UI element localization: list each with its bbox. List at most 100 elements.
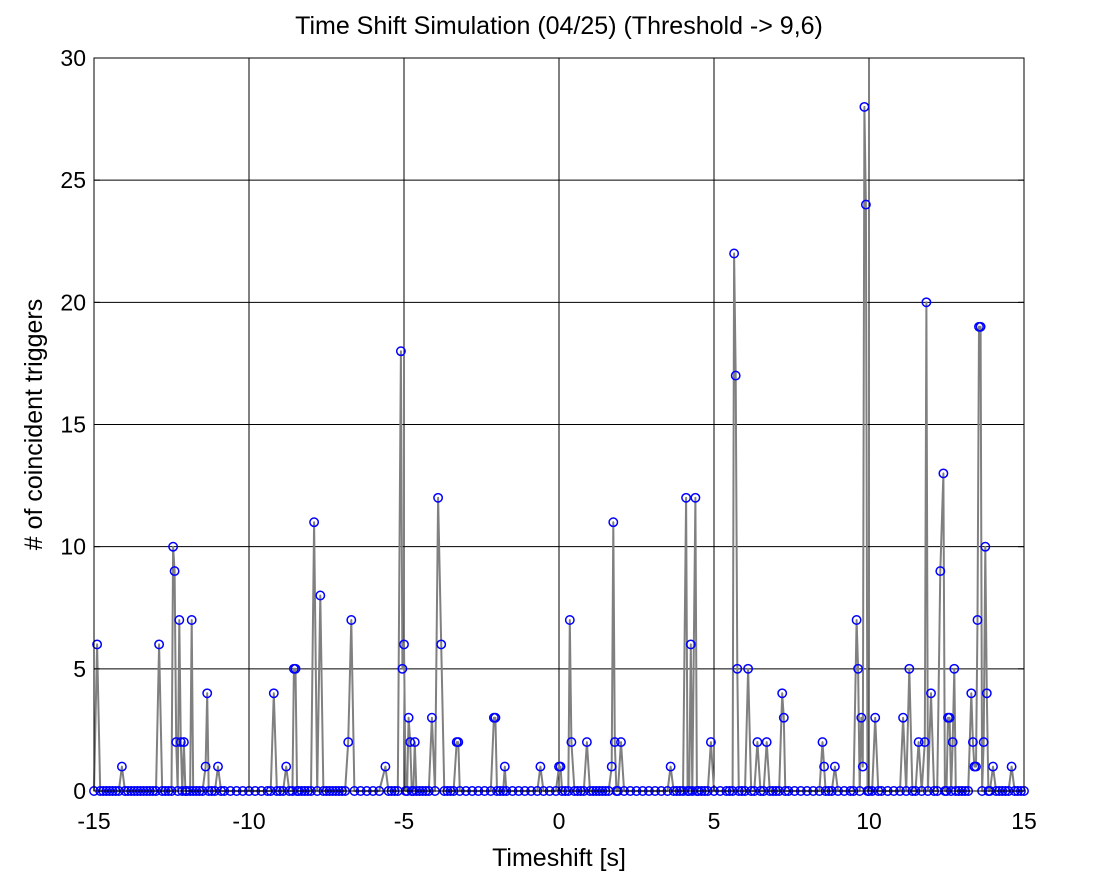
x-tick-label: 15 [1011,808,1037,834]
data-point-marker [168,541,179,552]
data-point-marker [202,688,213,699]
data-point-marker [919,737,930,748]
x-tick-label: -5 [394,808,414,834]
data-point-marker [535,761,546,772]
data-point-marker [975,321,986,332]
data-point-marker [174,615,185,625]
y-tick-label: 10 [60,534,86,560]
data-point-marker [988,761,998,772]
data-point-marker [972,615,983,625]
data-point-marker [186,615,197,625]
data-point-marker [860,199,871,210]
data-point-marker [175,737,186,748]
x-tick-label: 10 [856,808,882,834]
data-point-marker [564,615,575,625]
data-point-marker [944,712,955,723]
data-point-marker [829,761,840,772]
data-point-marker [178,737,189,748]
data-point-marker [857,761,868,772]
data-point-marker [730,370,741,381]
data-point-marker [581,737,592,748]
x-axis-title: Timeshift [s] [492,844,626,872]
data-point-marker [705,737,716,748]
data-point-marker [853,663,864,674]
data-point-marker [978,737,989,748]
data-point-marker [616,737,626,748]
data-point-marker [851,615,862,625]
data-point-marker [819,761,830,772]
x-tick-label: -15 [77,808,110,834]
data-point-marker [949,663,960,674]
y-axis-title: # of coincident triggers [20,299,48,551]
data-point-marker [980,541,991,552]
data-point-marker [315,590,326,601]
y-tick-label: 0 [73,778,86,804]
data-point-marker [213,761,223,772]
data-point-marker [169,566,180,577]
data-point-marker [346,615,357,625]
data-point-marker [566,737,577,748]
data-point-marker [913,737,924,748]
y-tick-label: 25 [60,167,86,193]
data-point-marker [409,737,420,748]
data-point-marker [268,688,279,699]
data-point-marker [397,663,408,674]
data-point-marker [904,663,915,674]
data-point-marker [608,517,619,528]
data-point-marker [971,761,981,772]
data-point-marker [606,761,617,772]
data-point-marker [870,712,881,723]
data-point-marker [436,639,447,650]
data-point-marker [859,101,870,112]
data-point-marker [609,737,620,748]
data-point-marker [690,492,701,503]
data-point-marker [743,663,754,674]
chart-title: Time Shift Simulation (04/25) (Threshold… [295,12,823,40]
data-point-marker [453,737,464,748]
data-point-marker [555,761,566,772]
data-point-marker [685,639,696,650]
data-point-marker [926,688,936,699]
data-point-marker [921,297,932,308]
x-tick-label: 5 [708,808,721,834]
y-tick-label: 5 [73,656,86,682]
data-point-marker [399,639,409,650]
data-point-marker [817,737,828,748]
data-point-marker [1006,761,1017,772]
data-point-marker [761,737,772,748]
data-point-marker [981,688,992,699]
x-tick-label: -10 [232,808,265,834]
data-point-marker [92,639,103,650]
y-tick-label: 20 [60,289,86,315]
data-point-marker [343,737,354,748]
data-point-marker [380,761,391,772]
data-point-marker [405,737,416,748]
data-point-marker [898,712,909,723]
y-tick-label: 30 [60,45,86,71]
data-point-marker [729,248,740,259]
data-point-marker [433,492,444,503]
data-point-marker [281,761,292,772]
data-point-marker [403,712,414,723]
data-point-marker [935,566,946,577]
data-point-marker [856,712,867,723]
data-point-marker [967,737,978,748]
data-point-marker [309,517,320,528]
data-point-marker [116,761,127,772]
data-point-marker [395,346,406,357]
x-tick-label: 0 [553,808,566,834]
data-point-marker [752,737,763,748]
data-point-marker [778,712,789,723]
data-point-marker [154,639,165,650]
data-point-marker [200,761,211,772]
data-point-marker [426,712,437,723]
data-point-marker [490,712,501,723]
data-point-marker [732,663,743,674]
data-point-marker [938,468,949,479]
data-point-marker [665,761,676,772]
axis-ticks: -15 -10 -5 0 5 10 15 0 5 10 15 20 25 30 [60,45,1036,834]
data-point-marker [947,737,958,748]
data-point-marker [499,761,510,772]
data-point-marker [290,663,301,674]
